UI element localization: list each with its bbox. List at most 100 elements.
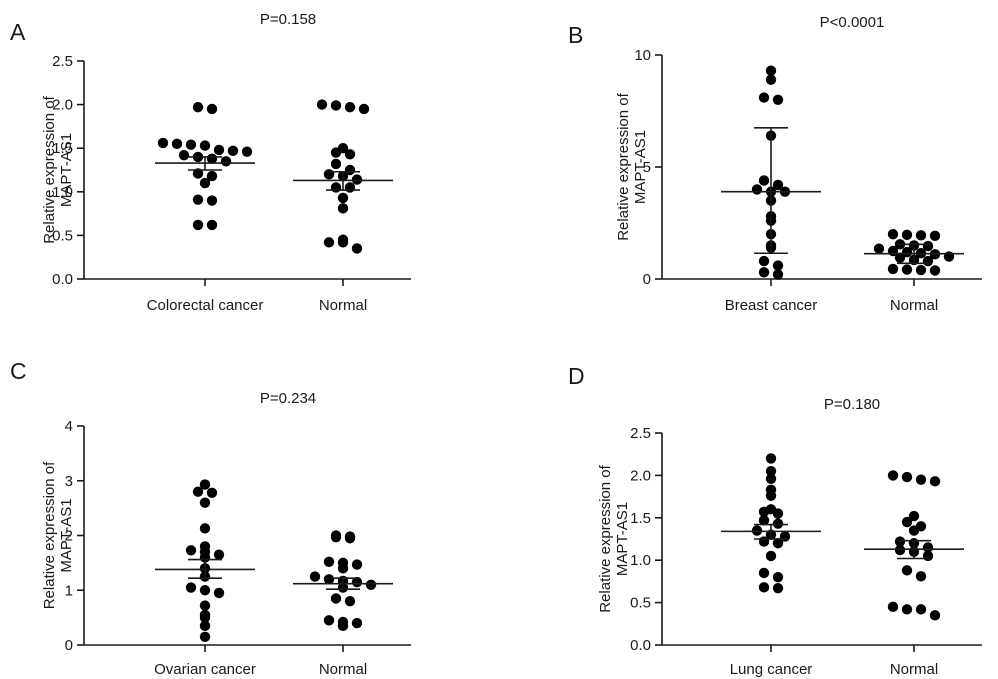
x-tick-label: Normal (319, 297, 367, 314)
y-tick-label: 10 (634, 47, 651, 64)
data-point (758, 175, 770, 186)
data-point (344, 596, 356, 607)
data-point (772, 508, 784, 519)
data-point (894, 536, 906, 547)
data-point (758, 536, 770, 547)
data-point (929, 230, 941, 241)
data-point (344, 149, 356, 160)
data-point (751, 525, 763, 536)
y-tick-label: 1.0 (630, 552, 651, 569)
series-0 (721, 453, 821, 594)
data-point (323, 615, 335, 626)
y-axis-label-line2: MAPT-AS1 (58, 133, 75, 207)
chart-title: P=0.234 (260, 390, 316, 407)
data-point (192, 486, 204, 497)
data-point (241, 146, 253, 157)
data-point (751, 184, 763, 195)
data-point (772, 538, 784, 549)
data-point (915, 604, 927, 615)
data-point (199, 140, 211, 151)
data-point (337, 237, 349, 248)
data-point (887, 470, 899, 481)
data-point (887, 229, 899, 240)
x-tick-label: Colorectal cancer (147, 297, 264, 314)
x-tick-label: Lung cancer (730, 661, 813, 678)
y-tick-label: 3 (65, 473, 73, 490)
data-point (199, 177, 211, 189)
data-point (758, 506, 770, 518)
y-axis-label-line1: Relative expression of (41, 95, 58, 243)
data-point (323, 574, 335, 585)
data-point (344, 102, 356, 113)
data-point (758, 92, 770, 103)
data-point (330, 100, 342, 111)
data-point (765, 65, 777, 76)
data-point (894, 252, 906, 263)
data-point (351, 174, 363, 185)
data-point (887, 601, 899, 613)
y-tick-label: 5 (643, 159, 651, 176)
data-point (929, 476, 941, 487)
data-point (922, 542, 934, 553)
data-point (365, 579, 377, 590)
data-point (185, 582, 197, 593)
data-point (199, 631, 211, 642)
data-point (929, 610, 941, 621)
data-point (758, 515, 770, 526)
data-point (199, 523, 211, 534)
data-point (337, 192, 349, 204)
series-1 (293, 99, 393, 254)
data-point (358, 103, 370, 115)
chart-title: P=0.158 (260, 11, 316, 28)
data-point (206, 103, 218, 115)
data-point (765, 465, 777, 477)
data-point (758, 267, 770, 278)
panel-letter: A (10, 19, 26, 45)
panel-b: B P<0.0001 0 5 10 Breast cancer Normal Relative… (568, 14, 982, 314)
data-point (894, 544, 906, 556)
panel-d: D P=0.180 0.0 0.5 1.0 1.5 2.0 2.5 Lung cancer Nor… (568, 363, 982, 678)
data-point (330, 593, 342, 604)
data-point (901, 246, 913, 258)
data-point (351, 617, 363, 629)
y-tick-label: 1.0 (52, 184, 73, 201)
y-axis-label: Relative expression ofMAPT-AS1 (41, 461, 75, 609)
y-tick-label: 2.0 (52, 97, 73, 114)
data-point (316, 99, 328, 110)
y-tick-label: 1.5 (630, 510, 651, 527)
y-axis-label-line2: MAPT-AS1 (632, 130, 649, 204)
data-point (309, 571, 321, 582)
panel-c: C P=0.234 0 1 2 3 4 Ovarian cancer Normal Relativ… (10, 358, 411, 678)
data-point (192, 219, 204, 231)
y-tick-label: 0.5 (630, 595, 651, 612)
data-point (915, 571, 927, 582)
y-tick-label: 2.5 (630, 425, 651, 442)
data-point (901, 604, 913, 615)
data-point (772, 269, 784, 280)
data-point (765, 453, 777, 464)
data-point (206, 487, 218, 498)
data-point (199, 497, 211, 508)
x-tick-label: Ovarian cancer (154, 661, 256, 678)
data-point (171, 138, 183, 150)
data-point (929, 265, 941, 276)
data-point (901, 229, 913, 241)
data-point (758, 582, 770, 593)
data-point (351, 576, 363, 588)
data-point (206, 219, 218, 231)
data-point (227, 145, 239, 157)
y-axis-label-line1: Relative expression of (615, 92, 632, 240)
data-point (901, 565, 913, 576)
series-1 (864, 470, 964, 621)
chart-title: P=0.180 (824, 396, 880, 413)
data-point (323, 169, 335, 180)
data-point (330, 158, 342, 170)
data-point (220, 156, 232, 167)
data-point (330, 531, 342, 543)
data-point (323, 556, 335, 567)
data-point (915, 474, 927, 485)
data-point (337, 620, 349, 632)
data-point (337, 203, 349, 214)
y-axis-label-line1: Relative expression of (41, 461, 58, 609)
series-1 (293, 530, 393, 632)
